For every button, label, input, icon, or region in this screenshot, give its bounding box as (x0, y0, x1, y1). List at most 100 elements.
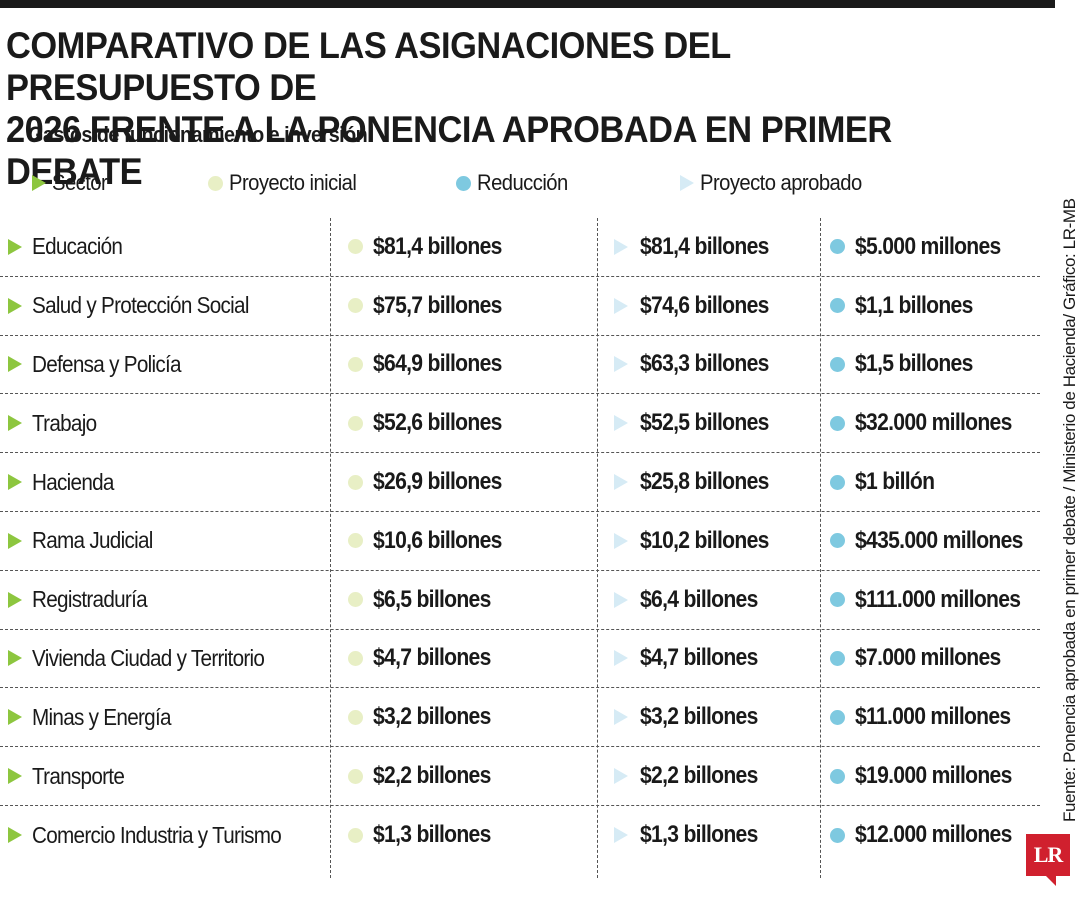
dot-blue-icon (830, 239, 845, 255)
sector-cell: Educación (8, 218, 132, 276)
table-row: Hacienda $26,9 billones $25,8 billones $1 b… (0, 453, 1040, 512)
triangle-light-blue-icon (614, 709, 628, 726)
dot-cream-icon (348, 415, 363, 431)
sector-cell: Defensa y Policía (8, 336, 197, 394)
reduction-cell: $19.000 millones (830, 747, 1033, 805)
triangle-green-icon (32, 175, 46, 191)
reduction-value: $32.000 millones (855, 409, 1012, 437)
sector-name: Salud y Protección Social (32, 292, 249, 319)
initial-cell: $1,3 billones (348, 806, 507, 865)
approved-cell: $74,6 billones (614, 277, 786, 335)
dot-cream-icon (348, 827, 363, 843)
dot-cream-icon (348, 474, 363, 490)
sector-name: Vivienda Ciudad y Territorio (32, 644, 265, 671)
sector-cell: Registraduría (8, 571, 160, 629)
dot-blue-icon (830, 415, 845, 431)
reduction-cell: $1 billón (830, 453, 945, 511)
title-line-1: COMPARATIVO DE LAS ASIGNACIONES DEL PRES… (6, 25, 731, 108)
dot-cream-icon (348, 298, 363, 314)
title-line-2: 2026 FRENTE A LA PONENCIA APROBADA EN PR… (6, 109, 892, 192)
triangle-light-blue-icon (614, 591, 628, 608)
sector-name: Trabajo (32, 409, 97, 436)
table-row: Transporte $2,2 billones $2,2 billones $19.… (0, 747, 1040, 806)
reduction-value: $1,1 billones (855, 291, 973, 319)
sector-cell: Trabajo (8, 394, 104, 452)
approved-value: $10,2 billones (640, 526, 769, 554)
column-divider (597, 218, 598, 878)
subtitle: Gastos de funcionamiento e inversión (28, 122, 368, 147)
table-row: Vivienda Ciudad y Territorio $4,7 billone… (0, 630, 1040, 689)
table-row: Educación $81,4 billones $81,4 billones $5.… (0, 218, 1040, 277)
reduction-value: $7.000 millones (855, 644, 1001, 672)
approved-cell: $10,2 billones (614, 512, 786, 570)
initial-value: $2,2 billones (373, 762, 491, 790)
approved-value: $3,2 billones (640, 703, 758, 731)
reduction-value: $5.000 millones (855, 232, 1001, 260)
reduction-cell: $435.000 millones (830, 512, 1046, 570)
triangle-green-icon (8, 709, 22, 726)
reduction-cell: $11.000 millones (830, 688, 1032, 746)
reduction-value: $111.000 millones (855, 585, 1021, 613)
column-divider (820, 218, 821, 878)
initial-cell: $81,4 billones (348, 218, 519, 276)
approved-value: $63,3 billones (640, 350, 769, 378)
sector-cell: Vivienda Ciudad y Territorio (8, 630, 290, 688)
legend-sector: Sector (32, 170, 112, 196)
initial-cell: $26,9 billones (348, 453, 519, 511)
initial-cell: $52,6 billones (348, 394, 519, 452)
triangle-green-icon (8, 591, 22, 608)
dot-cream-icon (348, 650, 363, 666)
triangle-green-icon (8, 768, 22, 785)
initial-cell: $10,6 billones (348, 512, 519, 570)
budget-table: Educación $81,4 billones $81,4 billones $5.… (0, 218, 1040, 865)
table-row: Registraduría $6,5 billones $6,4 billones $… (0, 571, 1040, 630)
sector-name: Defensa y Policía (32, 350, 182, 377)
initial-cell: $75,7 billones (348, 277, 519, 335)
initial-value: $64,9 billones (373, 350, 502, 378)
sector-cell: Salud y Protección Social (8, 277, 273, 335)
dot-blue-icon (830, 533, 845, 549)
triangle-light-blue-icon (614, 415, 628, 432)
reduction-cell: $7.000 millones (830, 630, 1020, 688)
source-note: Fuente: Ponencia aprobada en primer deba… (1060, 198, 1079, 822)
approved-value: $4,7 billones (640, 644, 758, 672)
triangle-light-blue-icon (614, 827, 628, 844)
sector-cell: Minas y Energía (8, 688, 186, 746)
table-row: Comercio Industria y Turismo $1,3 billone… (0, 806, 1040, 865)
initial-value: $1,3 billones (373, 821, 491, 849)
reduction-cell: $32.000 millones (830, 394, 1033, 452)
approved-cell: $3,2 billones (614, 688, 774, 746)
reduction-cell: $12.000 millones (830, 806, 1033, 865)
sector-name: Registraduría (32, 586, 148, 613)
approved-cell: $4,7 billones (614, 630, 774, 688)
approved-value: $52,5 billones (640, 409, 769, 437)
approved-cell: $52,5 billones (614, 394, 786, 452)
approved-value: $6,4 billones (640, 585, 758, 613)
initial-value: $26,9 billones (373, 468, 502, 496)
dot-cream-icon (348, 239, 363, 255)
reduction-cell: $5.000 millones (830, 218, 1020, 276)
sector-name: Minas y Energía (32, 703, 172, 730)
triangle-green-icon (8, 532, 22, 549)
sector-name: Educación (32, 233, 123, 260)
dot-cream-icon (348, 533, 363, 549)
triangle-green-icon (8, 827, 22, 844)
dot-blue-icon (830, 356, 845, 372)
dot-blue-icon (830, 298, 845, 314)
triangle-light-blue-icon (614, 238, 628, 255)
triangle-green-icon (8, 474, 22, 491)
approved-value: $25,8 billones (640, 468, 769, 496)
sector-name: Comercio Industria y Turismo (32, 821, 282, 848)
legend-approved: Proyecto aprobado (680, 170, 876, 196)
triangle-light-blue-icon (614, 768, 628, 785)
dot-blue-icon (830, 650, 845, 666)
approved-value: $74,6 billones (640, 291, 769, 319)
triangle-green-icon (8, 650, 22, 667)
dot-blue-icon (830, 827, 845, 843)
dot-cream-icon (208, 175, 223, 191)
approved-cell: $2,2 billones (614, 747, 774, 805)
triangle-light-blue-icon (614, 356, 628, 373)
initial-cell: $3,2 billones (348, 688, 507, 746)
initial-value: $4,7 billones (373, 644, 491, 672)
approved-cell: $25,8 billones (614, 453, 786, 511)
